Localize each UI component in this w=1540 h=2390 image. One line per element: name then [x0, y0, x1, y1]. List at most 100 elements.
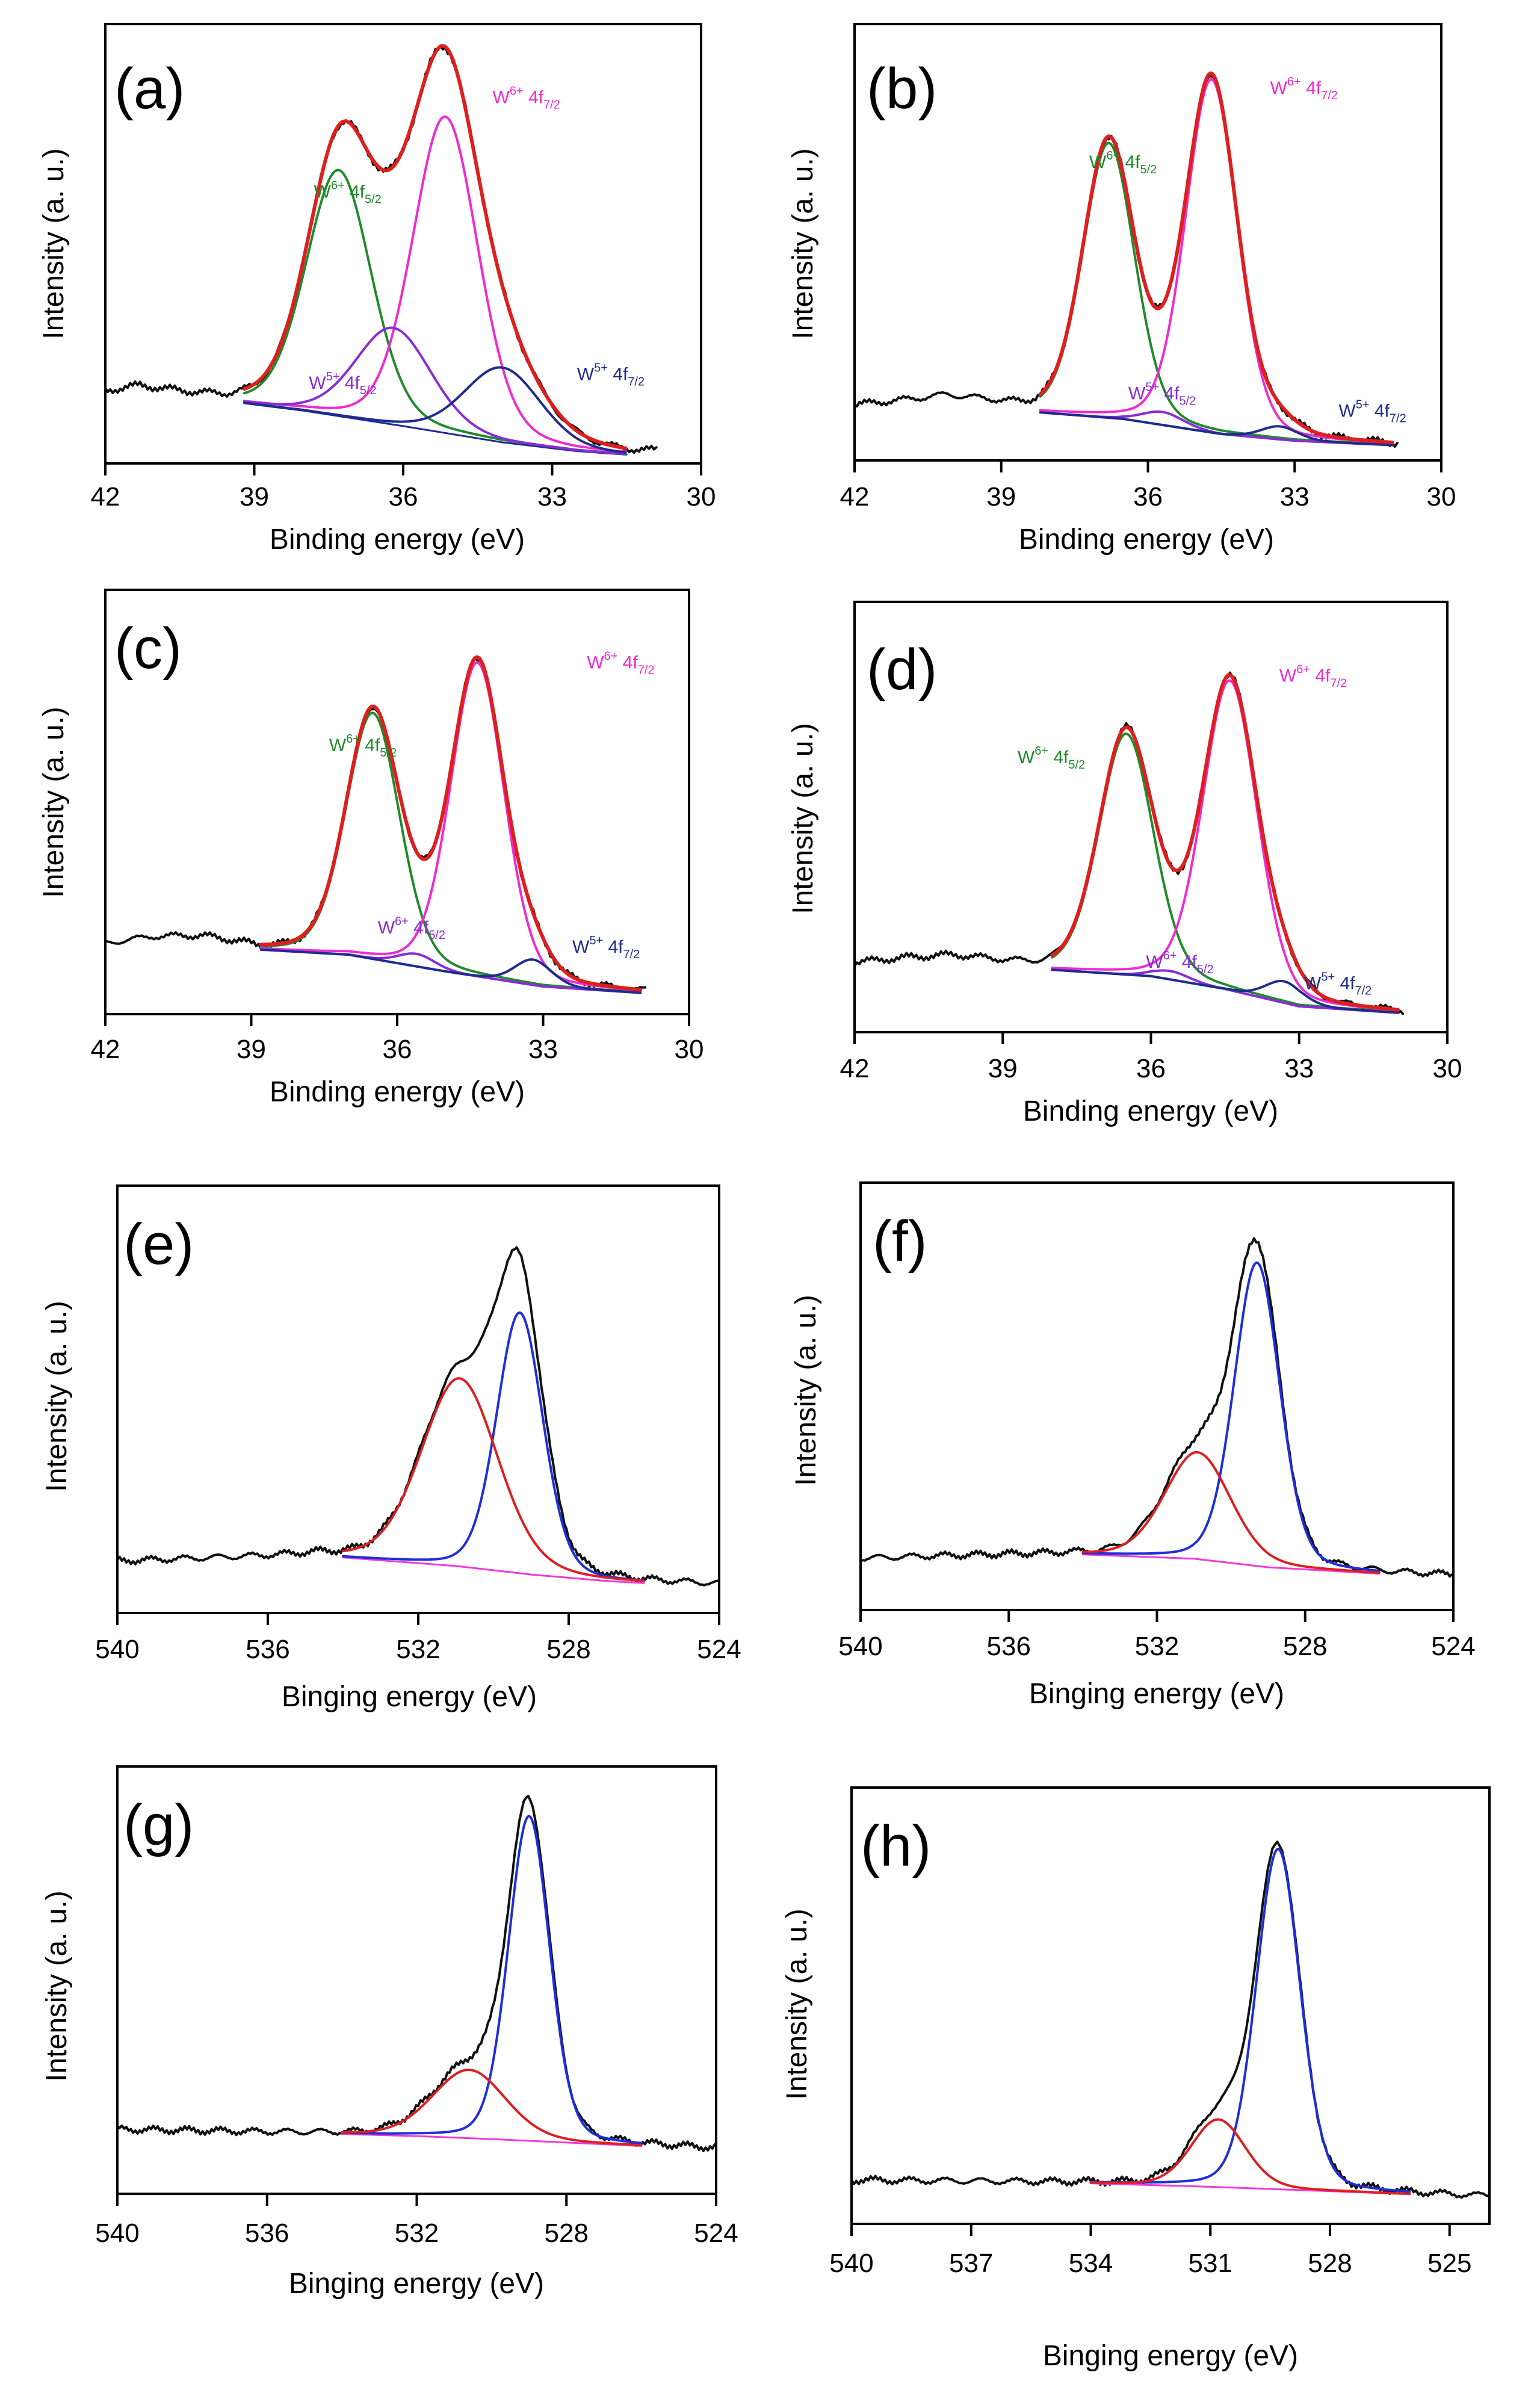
x-tick-label-f-4: 524	[1431, 1632, 1475, 1661]
x-tick-label-e-0: 540	[95, 1635, 139, 1664]
peak-label-c-3: W5+ 4f7/2	[572, 934, 640, 961]
frame-h	[850, 1786, 1491, 2225]
x-tick-label-f-3: 528	[1283, 1632, 1327, 1661]
panel-label-a: (a)	[114, 57, 185, 121]
panel-label-d: (d)	[867, 637, 937, 702]
peak-label-d-2: W6+ 4f5/2	[1146, 949, 1213, 976]
panel-label-h: (h)	[861, 1814, 931, 1878]
panel-label-f: (f)	[873, 1209, 927, 1274]
peak-label-a-3: W5+ 4f7/2	[577, 361, 645, 388]
panel-a: (a) Binding energy (eV) Intensity (a. u.…	[38, 23, 716, 556]
panel-b: (b) Binding energy (eV) Intensity (a. u.…	[787, 23, 1456, 556]
component-peak-h-0	[1089, 1848, 1411, 2193]
annotations-c: W6+ 4f5/2 W6+ 4f7/2 W6+ 4f5/2 W5+ 4f7/2	[329, 649, 655, 961]
x-axis-title-a: Binding energy (eV)	[270, 524, 525, 556]
x-tick-label-c-4: 30	[675, 1035, 704, 1064]
x-tick-label-b-4: 30	[1427, 482, 1456, 512]
x-tick-label-c-2: 36	[383, 1035, 412, 1064]
x-tick-label-b-0: 42	[840, 482, 870, 512]
peak-label-a-2: W5+ 4f5/2	[309, 370, 376, 397]
plot-area-c	[104, 655, 647, 994]
raw-data-line-f	[859, 1237, 1453, 1578]
x-tick-label-d-2: 36	[1136, 1054, 1166, 1083]
background-line-a	[243, 402, 628, 456]
frame-f	[859, 1181, 1455, 1611]
y-axis-title-e: Intensity (a. u.)	[41, 1301, 73, 1491]
x-ticks-c: 42 39 36 33 30	[91, 1014, 704, 1064]
plot-area-g	[116, 1795, 716, 2152]
peak-label-b-3: W5+ 4f7/2	[1338, 398, 1406, 426]
x-tick-label-b-2: 36	[1133, 482, 1163, 512]
background-line-e	[342, 1556, 645, 1584]
frame-a	[104, 23, 702, 465]
component-peak-f-1	[1081, 1450, 1381, 1574]
x-tick-label-g-1: 536	[245, 2218, 289, 2248]
component-peak-b-1	[1039, 78, 1394, 445]
envelope-line-b	[1038, 71, 1394, 445]
component-peak-a-3	[243, 366, 627, 454]
envelope-line-a	[243, 44, 628, 450]
peak-label-c-1: W6+ 4f7/2	[587, 649, 654, 676]
component-peak-e-1	[342, 1377, 645, 1582]
envelope-line-c	[259, 655, 643, 992]
x-axis-title-h: Binging energy (eV)	[1043, 2340, 1298, 2372]
y-axis-title-d: Intensity (a. u.)	[787, 723, 819, 914]
envelope-line-d	[1050, 673, 1400, 1012]
component-peak-h-1	[1089, 2118, 1411, 2196]
x-tick-label-h-2: 534	[1069, 2249, 1113, 2278]
panel-h: (h) Binging energy (eV) Intensity (a. u.…	[781, 1786, 1491, 2372]
x-tick-label-g-0: 540	[95, 2218, 139, 2248]
plot-area-b	[853, 71, 1399, 448]
x-tick-label-g-4: 524	[694, 2218, 738, 2248]
x-tick-label-d-3: 33	[1284, 1054, 1314, 1083]
peak-label-b-0: W6+ 4f5/2	[1089, 149, 1157, 176]
y-axis-title-a: Intensity (a. u.)	[38, 148, 70, 339]
peak-label-d-1: W6+ 4f7/2	[1279, 663, 1347, 690]
x-tick-label-f-1: 536	[987, 1632, 1031, 1661]
peak-label-a-1: W6+ 4f7/2	[493, 84, 560, 111]
x-tick-label-f-0: 540	[838, 1632, 882, 1661]
x-tick-label-c-0: 42	[91, 1035, 120, 1064]
x-tick-label-h-5: 525	[1427, 2249, 1471, 2278]
x-tick-label-f-2: 532	[1135, 1632, 1179, 1661]
panel-label-c: (c)	[114, 616, 182, 681]
x-tick-label-c-3: 33	[528, 1035, 558, 1064]
x-tick-label-b-3: 33	[1280, 482, 1310, 512]
x-tick-label-g-3: 528	[545, 2218, 589, 2248]
x-ticks-b: 42 39 36 33 30	[840, 460, 1456, 512]
annotations-d: W6+ 4f5/2 W6+ 4f7/2 W6+ 4f5/2 W5+ 4f7/2	[1018, 663, 1371, 997]
component-peak-f-0	[1081, 1261, 1381, 1572]
x-ticks-a: 42 39 36 33 30	[91, 463, 716, 512]
x-tick-label-b-1: 39	[986, 482, 1016, 512]
x-tick-label-h-0: 540	[829, 2249, 873, 2278]
plot-area-f	[859, 1237, 1453, 1578]
panel-g: (g) Binging energy (eV) Intensity (a. u.…	[41, 1765, 738, 2300]
x-ticks-e: 540 536 532 528 524	[95, 1613, 741, 1664]
background-line-f	[1081, 1553, 1381, 1575]
x-tick-label-a-1: 39	[240, 482, 269, 512]
x-axis-title-d: Binding energy (eV)	[1023, 1095, 1278, 1127]
panel-d: (d) Binding energy (eV) Intensity (a. u.…	[787, 601, 1462, 1127]
raw-data-line-e	[116, 1246, 719, 1587]
panel-c: (c) Binding energy (eV) Intensity (a. u.…	[38, 589, 704, 1108]
peak-label-d-3: W5+ 4f7/2	[1304, 971, 1371, 998]
peak-label-a-0: W6+ 4f5/2	[314, 179, 382, 206]
annotations-b: W6+ 4f5/2 W6+ 4f7/2 W5+ 4f5/2 W5+ 4f7/2	[1089, 75, 1406, 426]
raw-data-line-h	[850, 1840, 1489, 2199]
x-tick-label-a-0: 42	[91, 482, 120, 512]
component-peak-c-3	[259, 948, 642, 994]
panel-label-e: (e)	[123, 1212, 194, 1277]
x-tick-label-d-1: 39	[988, 1054, 1018, 1083]
y-axis-title-g: Intensity (a. u.)	[41, 1890, 73, 2081]
frame-e	[116, 1184, 720, 1614]
x-tick-label-g-2: 532	[395, 2218, 439, 2248]
peak-label-c-0: W6+ 4f5/2	[329, 732, 397, 760]
x-tick-label-e-2: 532	[396, 1635, 440, 1664]
peak-label-d-0: W6+ 4f5/2	[1018, 745, 1085, 772]
panel-e: (e) Binging energy (eV) Intensity (a. u.…	[41, 1184, 741, 1713]
raw-data-line-b	[853, 75, 1399, 448]
x-ticks-g: 540 536 532 528 524	[95, 2194, 738, 2248]
component-peak-d-3	[1051, 968, 1399, 1014]
x-tick-label-h-4: 528	[1308, 2249, 1352, 2278]
